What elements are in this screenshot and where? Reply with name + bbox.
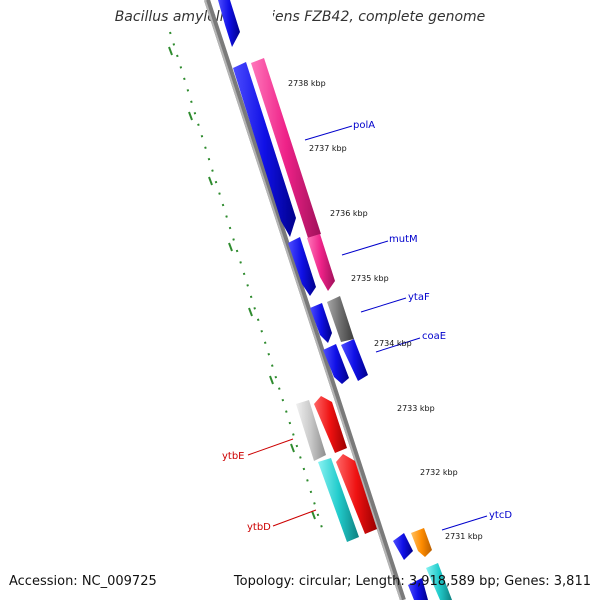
gene-reverse-red-ytbD: [336, 454, 377, 534]
gene-forward-blue-ytaF: [310, 303, 332, 343]
gene-forward-pink-polA: [251, 58, 321, 238]
scale-label-2738: 2738 kbp: [288, 79, 326, 88]
gene-label-mutM[interactable]: mutM: [389, 234, 418, 245]
gene-forward-pink-mutM: [307, 234, 335, 291]
genome-backbone: [204, 0, 406, 600]
polA-leader: [304, 125, 353, 141]
scale-label-2736: 2736 kbp: [330, 209, 368, 218]
scale-label-2732: 2732 kbp: [420, 468, 458, 477]
gene-forward-blue-coaE: [341, 339, 368, 381]
scale-label-2735: 2735 kbp: [351, 274, 389, 283]
gene-forward-cyan-bottom: [426, 563, 452, 600]
coaE-leader: [375, 337, 421, 353]
gene-forward-blue-ytcD: [393, 533, 413, 560]
gene-forward-blue-large: [233, 62, 296, 237]
ytbD-leader: [272, 509, 317, 527]
gene-label-coaE[interactable]: coaE: [422, 331, 446, 342]
gene-reverse-red-ytbE: [314, 396, 347, 453]
inner-tick-ring: [169, 31, 323, 529]
gene-label-polA[interactable]: polA: [353, 120, 375, 131]
gene-label-ytbE[interactable]: ytbE: [222, 451, 245, 462]
gene-forward-blue-mutM: [288, 237, 316, 296]
gene-reverse-cyan-ytbD: [318, 458, 359, 542]
gene-forward-blue-top: [218, 0, 240, 47]
ytaF-leader: [360, 297, 407, 313]
ytbE-leader: [247, 438, 294, 456]
gene-label-ytcD[interactable]: ytcD: [489, 510, 512, 521]
gene-reverse-lightgray-ytbE: [296, 400, 326, 461]
ytcD-leader: [441, 515, 488, 531]
accession-text: Accession: NC_009725: [9, 574, 157, 589]
scale-label-2731: 2731 kbp: [445, 532, 483, 541]
gene-forward-blue-coaE-2: [323, 344, 349, 384]
gene-forward-orange-ytcD: [411, 528, 432, 557]
gene-forward-blue-bottom: [408, 578, 428, 600]
scale-label-2733: 2733 kbp: [397, 404, 435, 413]
mutM-leader: [341, 240, 389, 256]
gene-label-ytbD[interactable]: ytbD: [247, 522, 271, 533]
scale-label-2737: 2737 kbp: [309, 144, 347, 153]
genome-summary-text: Topology: circular; Length: 3,918,589 bp…: [233, 574, 591, 589]
gene-forward-gray-ytaF: [327, 296, 354, 342]
scale-label-2734: 2734 kbp: [374, 339, 412, 348]
inner-major-ticks: [168, 46, 316, 520]
map-title: Bacillus amyloliquefaciens FZB42, comple…: [114, 9, 486, 25]
gene-label-ytaF[interactable]: ytaF: [408, 292, 430, 303]
genome-backbone-highlight: [204, 0, 402, 600]
